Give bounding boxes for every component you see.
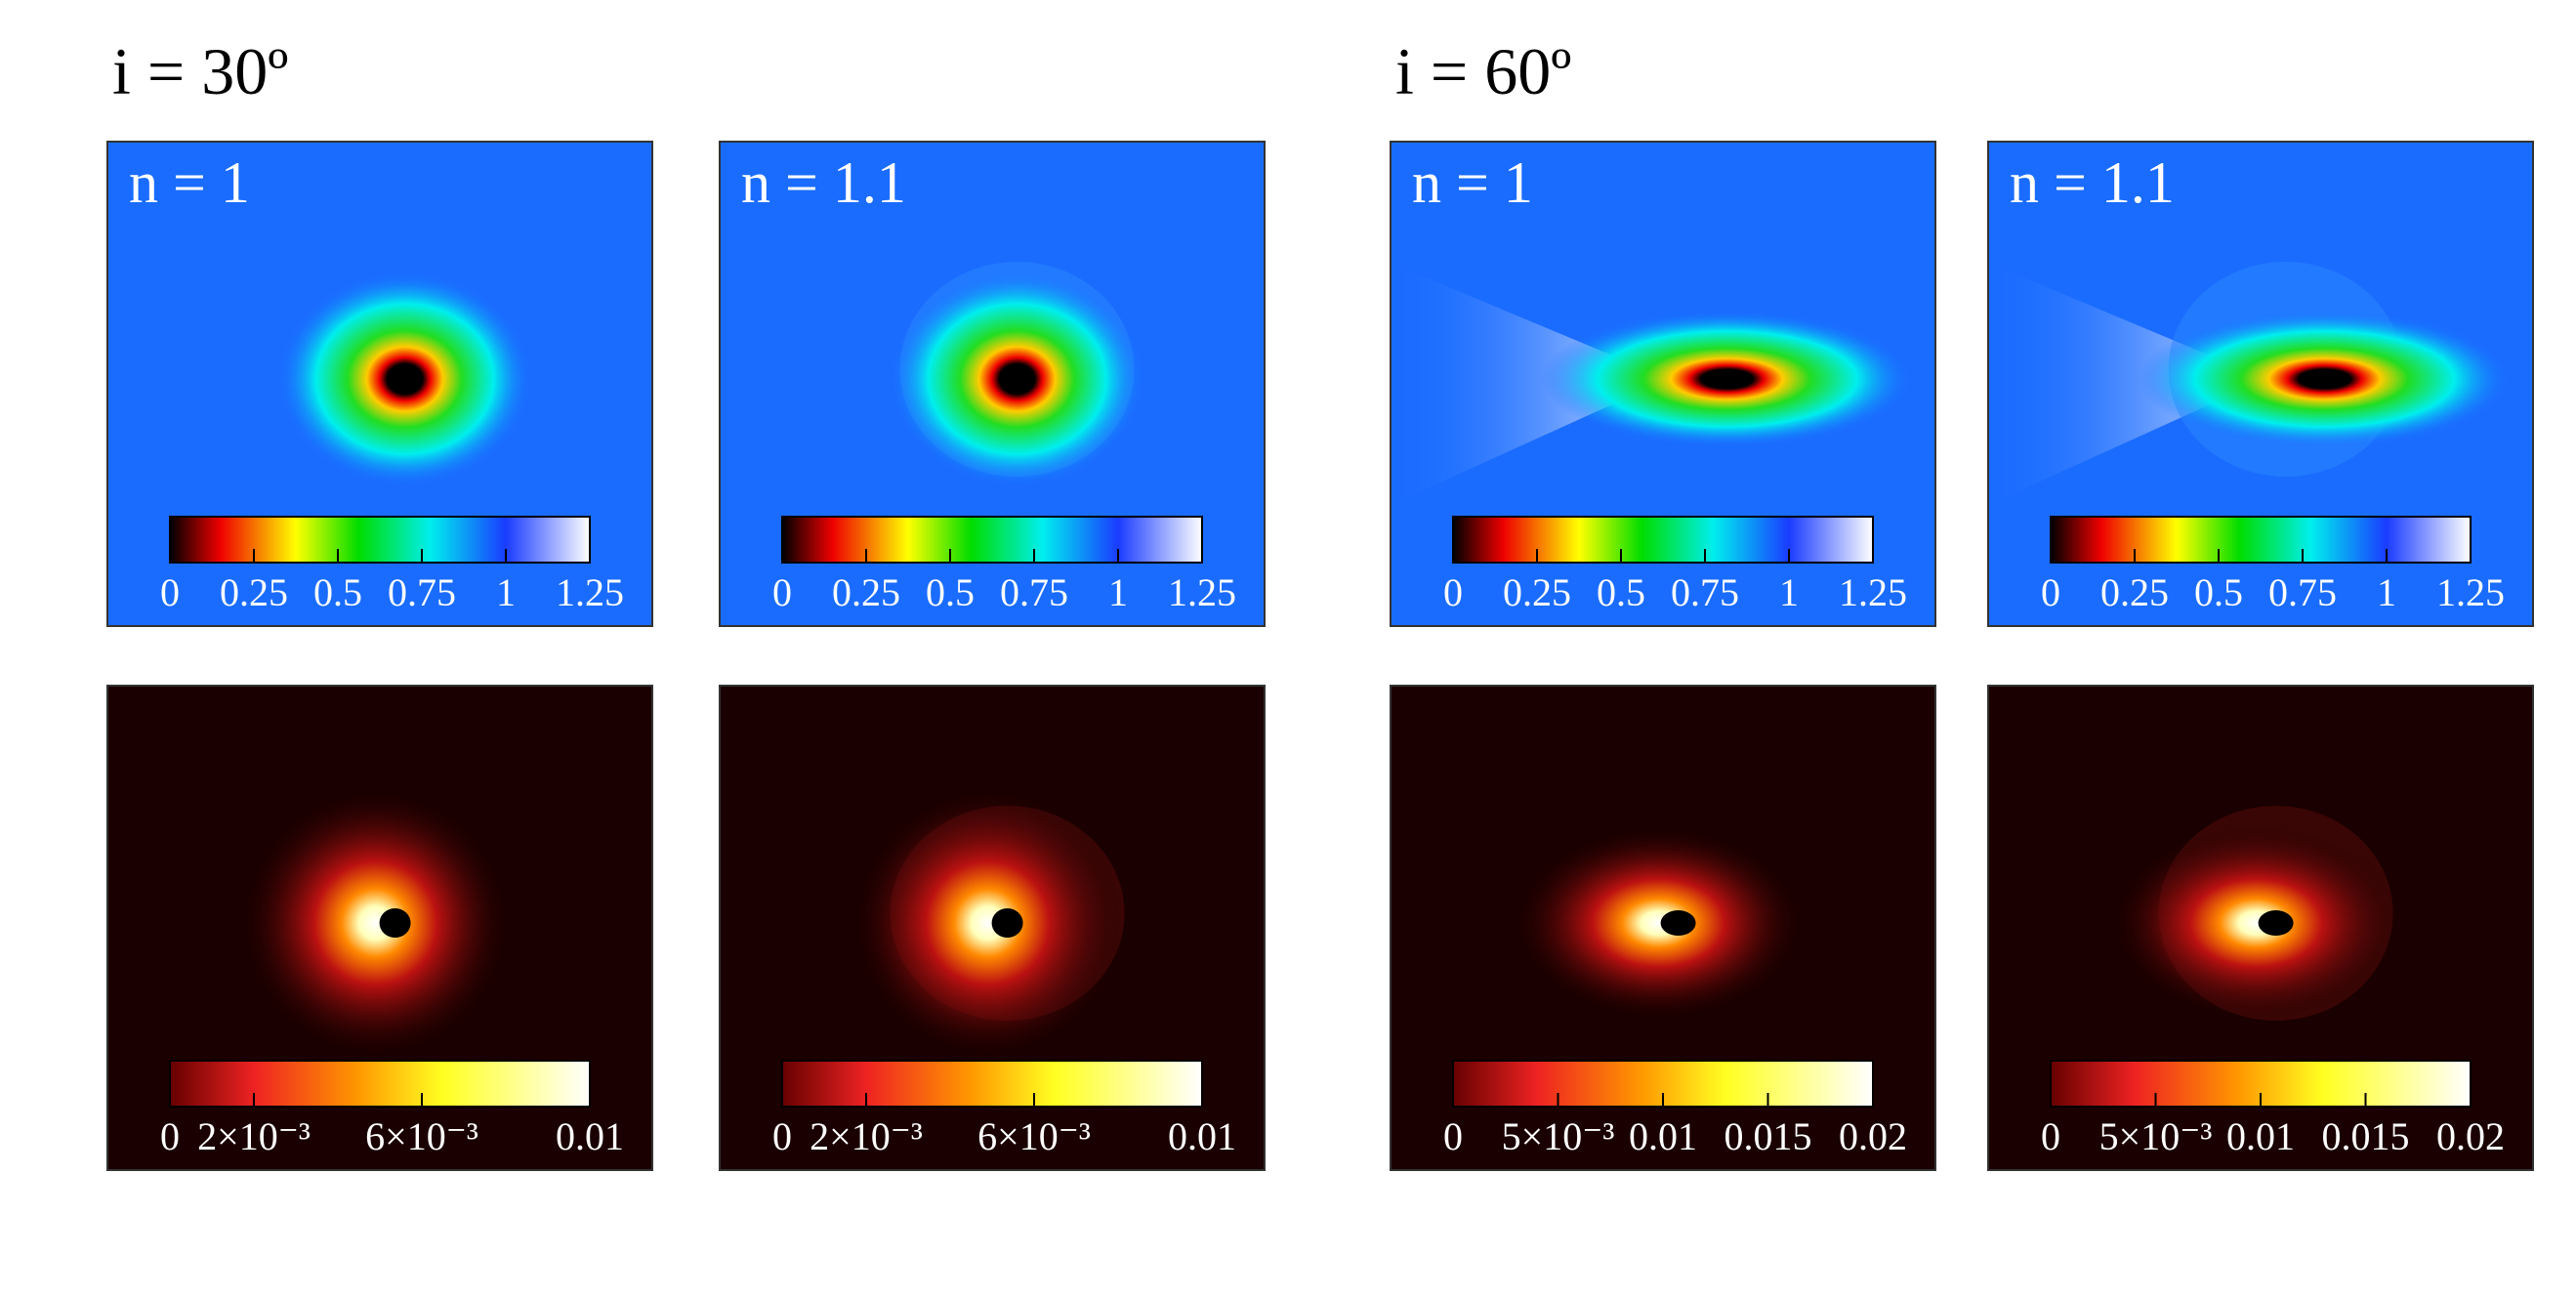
colorbar-tick-label: 6×10⁻³	[977, 1114, 1091, 1158]
colorbar	[169, 1060, 591, 1108]
colorbar-tick-label: 0	[2041, 570, 2060, 614]
panel-label: n = 1.1	[2010, 150, 2175, 215]
colorbar-tick-label: 0.01	[1168, 1114, 1236, 1158]
colorbar-tick-label: 2×10⁻³	[810, 1114, 923, 1158]
colorbar-tick-label: 0.01	[556, 1114, 624, 1158]
shadow	[991, 908, 1023, 939]
colorbar-tick-label: 0.015	[2322, 1114, 2410, 1158]
colorbar	[781, 516, 1203, 564]
colorbar-tick-label: 0.25	[1503, 570, 1571, 614]
colorbar	[2050, 516, 2472, 564]
colorbar	[1452, 516, 1874, 564]
colorbar-tick-label: 2×10⁻³	[197, 1114, 311, 1158]
colorbar-tick-label: 0	[772, 570, 792, 614]
colorbar-tick-label: 1	[496, 570, 516, 614]
blob	[851, 786, 1125, 1061]
shadow	[379, 908, 411, 939]
blob	[277, 272, 532, 487]
colorbar-tick-label: 1.25	[1839, 570, 1907, 614]
colorbar-tick-label: 0.5	[1597, 570, 1645, 614]
wedge	[1988, 263, 2266, 505]
colorbar-tick-label: 1.25	[556, 570, 624, 614]
colorbar-tick-label: 0.75	[1000, 570, 1068, 614]
colorbar-tick-label: 0.75	[1671, 570, 1739, 614]
colorbar-tick-label: 5×10⁻³	[2099, 1114, 2213, 1158]
colorbar-tick-label: 0.25	[2100, 570, 2169, 614]
colorbar-tick-label: 1.25	[1168, 570, 1236, 614]
panel-label: n = 1	[1412, 150, 1533, 215]
colorbar-tick-label: 0.02	[1839, 1114, 1907, 1158]
group-title: i = 60º	[1395, 34, 1571, 108]
shadow	[1660, 910, 1696, 937]
panel-label: n = 1.1	[741, 150, 906, 215]
blob	[1541, 311, 1913, 448]
colorbar-tick-label: 1	[2377, 570, 2396, 614]
blob	[2139, 311, 2511, 448]
colorbar-tick-label: 0	[160, 1114, 180, 1158]
colorbar-tick-label: 0	[160, 570, 180, 614]
blob	[1512, 825, 1806, 1022]
colorbar-tick-label: 0.015	[1724, 1114, 1812, 1158]
blob	[890, 272, 1144, 487]
blob	[2109, 825, 2403, 1022]
colorbar-tick-label: 1	[1108, 570, 1128, 614]
colorbar	[781, 1060, 1203, 1108]
panel-label: n = 1	[129, 150, 250, 215]
colorbar	[169, 516, 591, 564]
colorbar-tick-label: 0.25	[220, 570, 288, 614]
shadow	[2258, 910, 2294, 937]
colorbar-tick-label: 0.75	[2268, 570, 2337, 614]
colorbar-tick-label: 1.25	[2436, 570, 2505, 614]
colorbar-tick-label: 1	[1779, 570, 1799, 614]
colorbar-tick-label: 0.01	[1629, 1114, 1697, 1158]
group-title: i = 30º	[112, 34, 288, 108]
colorbar-tick-label: 0.01	[2226, 1114, 2295, 1158]
colorbar-tick-label: 5×10⁻³	[1502, 1114, 1615, 1158]
colorbar-tick-label: 0	[772, 1114, 792, 1158]
colorbar-tick-label: 0.02	[2436, 1114, 2505, 1158]
colorbar-tick-label: 0.5	[313, 570, 362, 614]
colorbar-tick-label: 6×10⁻³	[365, 1114, 478, 1158]
blob	[238, 786, 513, 1061]
wedge	[1391, 263, 1669, 505]
colorbar-tick-label: 0.5	[926, 570, 975, 614]
colorbar-tick-label: 0.25	[832, 570, 900, 614]
colorbar-tick-label: 0.75	[388, 570, 456, 614]
colorbar-tick-label: 0.5	[2194, 570, 2243, 614]
colorbar-tick-label: 0	[1443, 1114, 1463, 1158]
colorbar-tick-label: 0	[1443, 570, 1463, 614]
colorbar-tick-label: 0	[2041, 1114, 2060, 1158]
